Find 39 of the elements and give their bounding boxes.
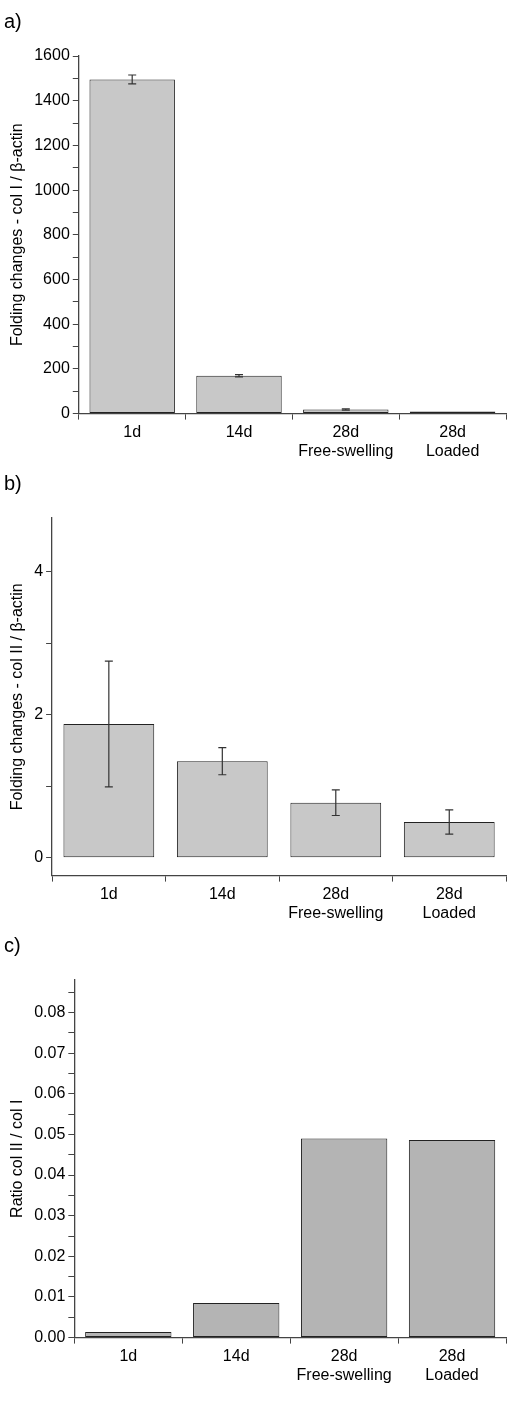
y-tick-label: 0.01 <box>34 1287 66 1305</box>
y-tick-label: 1000 <box>34 180 70 198</box>
y-tick-label: 1200 <box>34 135 70 153</box>
y-tick-label: 400 <box>43 314 70 332</box>
y-tick-label: 0.08 <box>34 1002 66 1020</box>
y-axis-title: Folding changes - col I / β-actin <box>8 123 26 347</box>
x-tick-label: 14d <box>222 1346 250 1364</box>
y-tick-label: 0 <box>60 404 70 422</box>
x-tick-label: 28d Loaded <box>425 1346 479 1383</box>
y-tick-label: 0.07 <box>34 1043 66 1061</box>
x-tick-label: 14d <box>208 884 236 902</box>
y-tick-label: 2 <box>34 705 44 723</box>
x-tick-label: 14d <box>225 422 253 440</box>
y-tick-label: 0.02 <box>34 1246 66 1264</box>
x-tick-label: 28d Loaded <box>422 884 476 921</box>
y-tick-label: 600 <box>43 269 70 287</box>
y-tick-label: 0.06 <box>34 1084 66 1102</box>
chart-title: c) <box>4 933 21 956</box>
y-tick-label: 0.03 <box>34 1206 66 1224</box>
y-tick-label: 800 <box>43 225 70 243</box>
x-tick-label: 1d <box>123 422 142 440</box>
x-tick-label: 28d Free-swelling <box>296 1346 392 1383</box>
x-tick-label: 28d Free-swelling <box>298 422 394 459</box>
text: 0.00 <box>34 1328 66 1346</box>
y-axis-title: Folding changes - col II / β-actin <box>8 583 26 811</box>
y-tick-label: 200 <box>43 359 70 377</box>
y-tick-label: 0.04 <box>34 1165 66 1183</box>
x-tick-label: 1d <box>119 1346 138 1364</box>
x-tick-label: 28d Free-swelling <box>288 884 384 921</box>
chart-title: b) <box>4 471 22 494</box>
y-tick-label: 4 <box>34 562 44 580</box>
y-tick-label: 0 <box>34 848 44 866</box>
x-tick-label: 1d <box>99 884 118 902</box>
y-tick-label: 0.05 <box>34 1124 66 1142</box>
y-tick-label: 1600 <box>34 46 70 64</box>
y-axis-title: Ratio col II / col I <box>8 1099 26 1218</box>
chart-title: a) <box>4 9 22 32</box>
x-tick-label: 28d Loaded <box>425 422 480 459</box>
y-tick-label: 1400 <box>34 91 70 109</box>
